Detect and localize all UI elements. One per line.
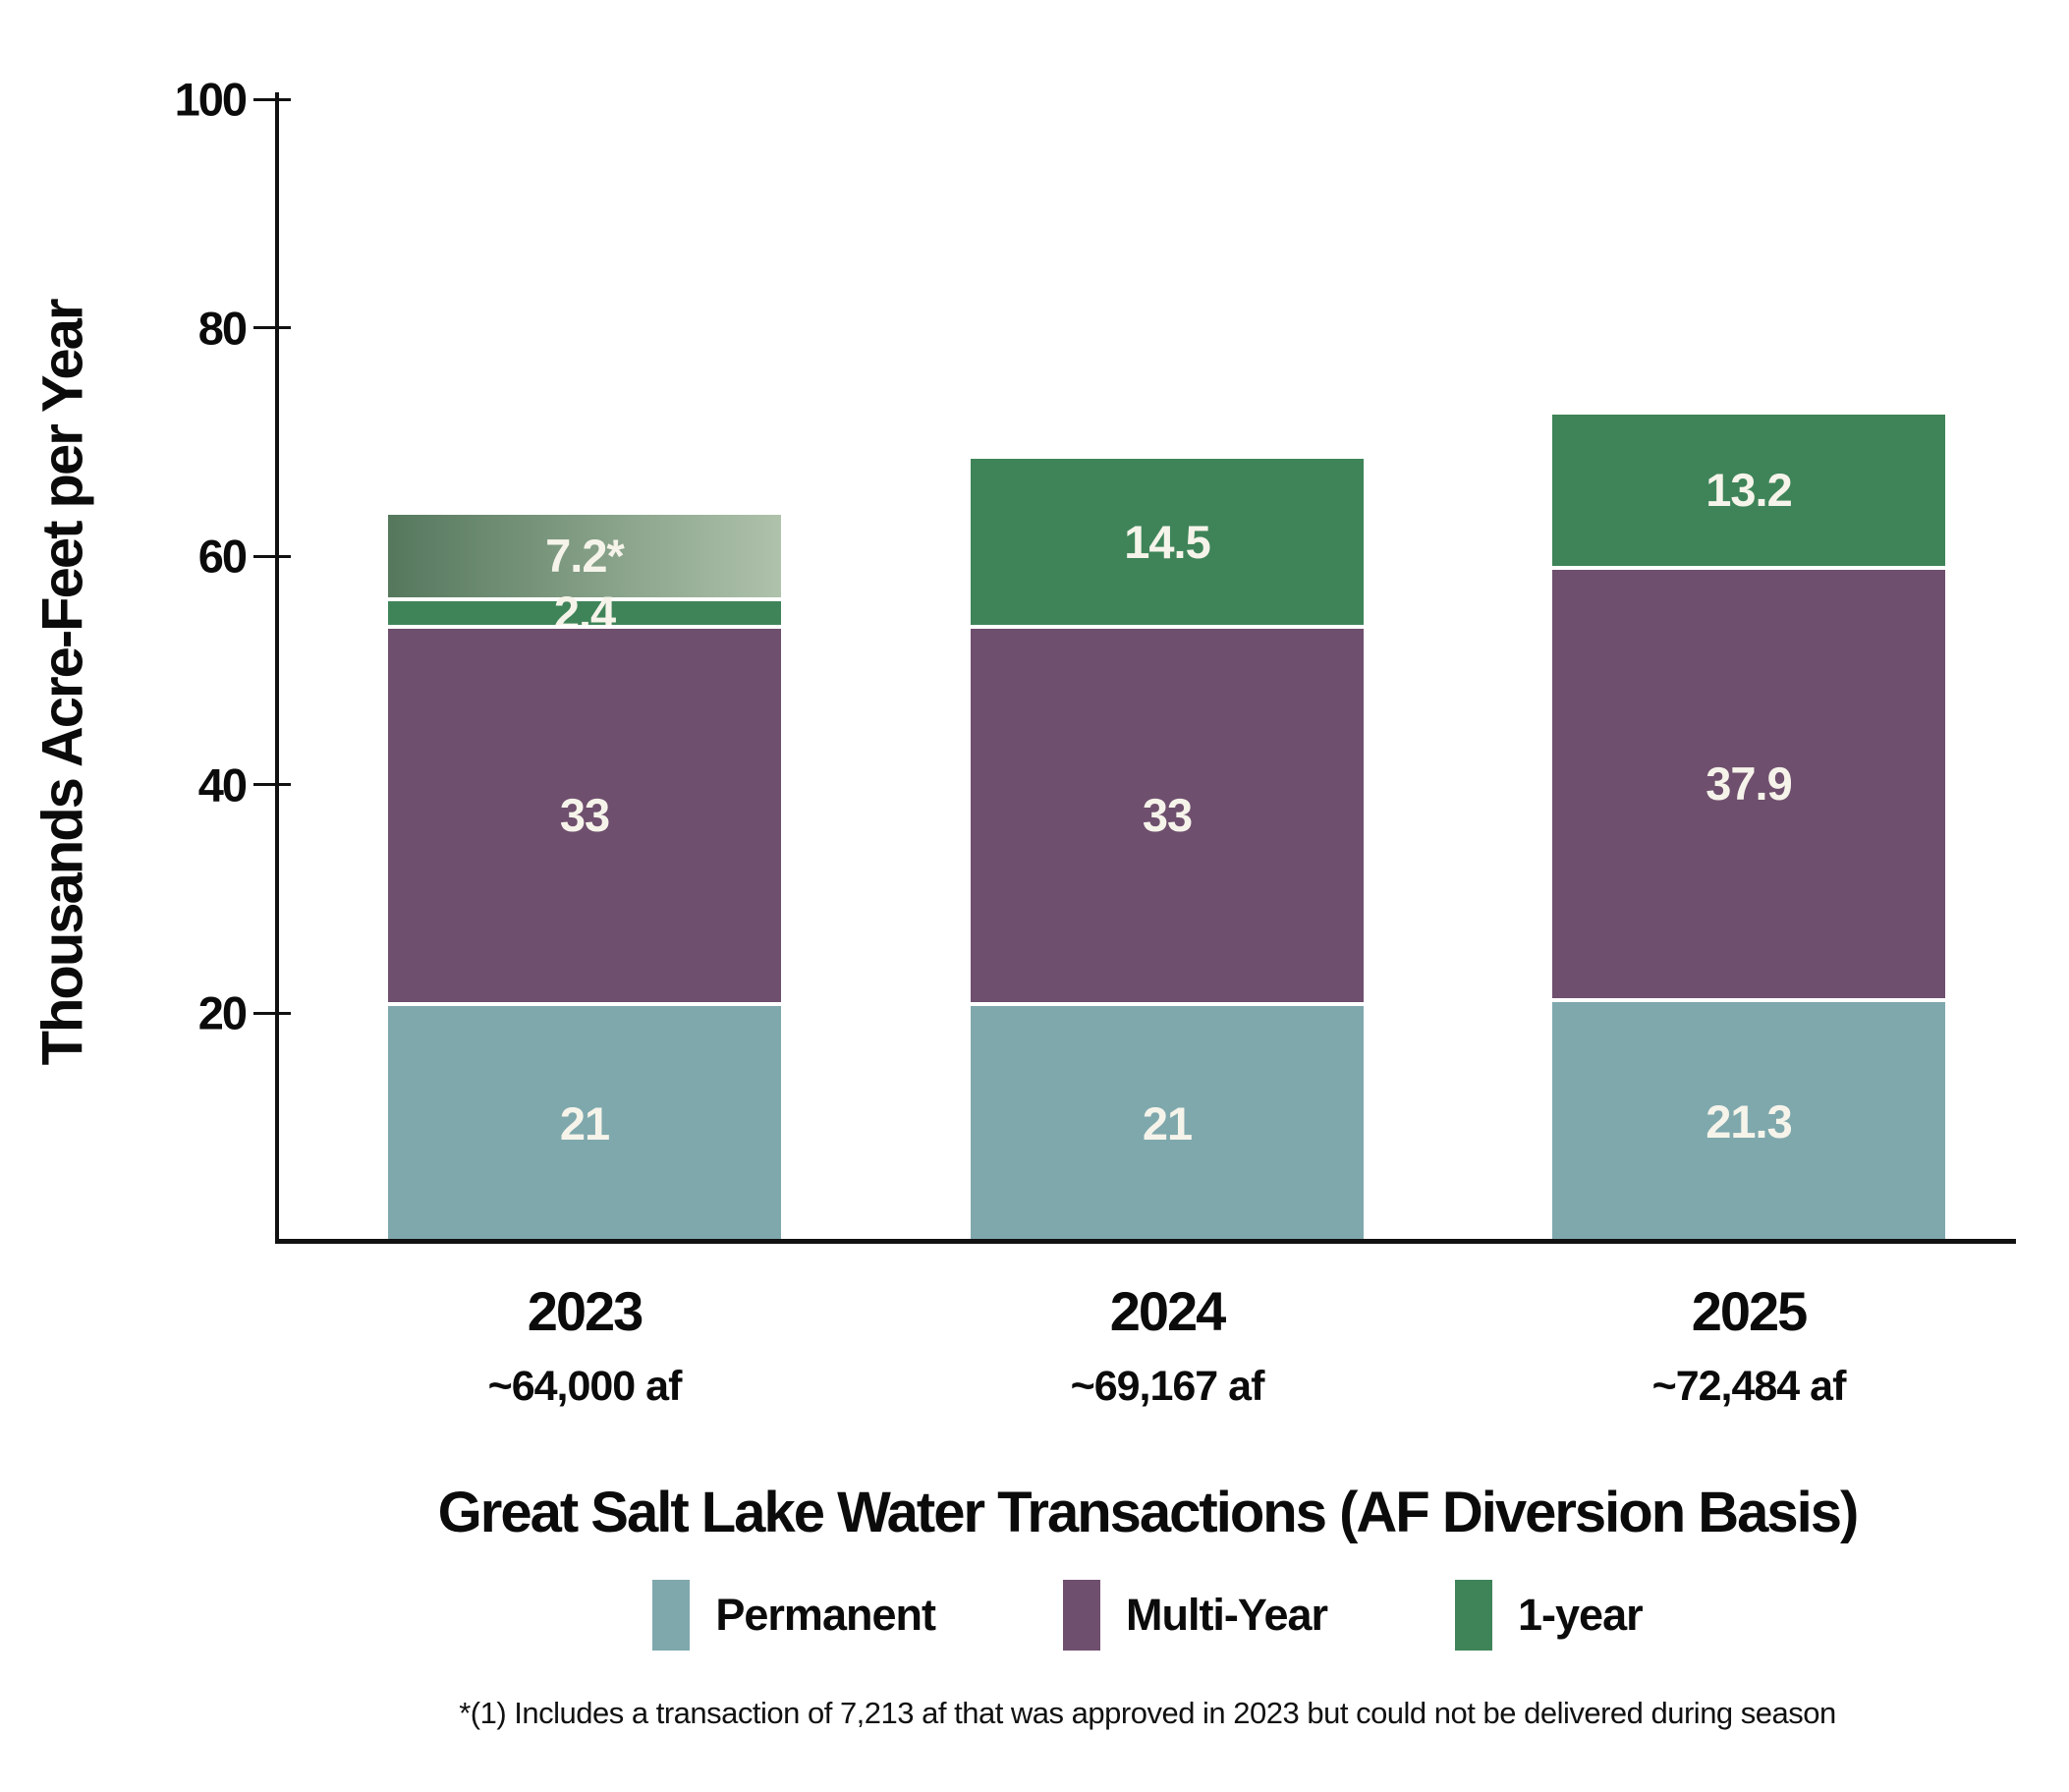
x-label-total: ~69,167 af [1070, 1363, 1265, 1410]
footnote: *(1) Includes a transaction of 7,213 af … [459, 1696, 1836, 1730]
bar-2025-segment-Multi-Year: 37.9 [1552, 565, 1945, 999]
y-tick-label: 40 [197, 758, 248, 812]
legend-swatch-permanent [652, 1580, 691, 1651]
bar-2025-segment-Permanent: 21.3 [1552, 998, 1945, 1242]
x-label-year: 2023 [527, 1280, 644, 1342]
bar-2024-segment-Multi-Year: 33 [971, 624, 1364, 1002]
bar-2023-segment-Permanent: 21 [388, 1001, 781, 1242]
y-tick-label: 80 [197, 302, 248, 355]
x-label-2023: 2023 ~64,000 af [388, 1279, 781, 1413]
legend-swatch-1-year [1455, 1580, 1493, 1651]
y-tick [253, 1011, 291, 1015]
x-label-2025: 2025 ~72,484 af [1552, 1279, 1945, 1413]
legend-item-multi-year: Multi-Year [1062, 1580, 1328, 1651]
chart-title: Great Salt Lake Water Transactions (AF D… [437, 1481, 1860, 1544]
bar-2023-segment-1-year: 2.4 [388, 589, 781, 636]
bar-2024: 14.5 33 21 [971, 459, 1364, 1242]
bar-2023-segment-Multi-Year: 33 [388, 624, 781, 1002]
y-tick [253, 97, 291, 101]
bar-2023: 7.2* 2.4 33 21 [388, 515, 781, 1242]
legend-label: Permanent [715, 1590, 936, 1640]
y-tick [253, 326, 291, 330]
y-tick-label: 20 [197, 986, 248, 1039]
y-axis-line [275, 92, 279, 1244]
x-label-2024: 2024 ~69,167 af [971, 1279, 1364, 1413]
bar-2025-segment-1-year: 13.2 [1552, 414, 1945, 566]
y-tick [253, 554, 291, 558]
legend-label: 1-year [1518, 1590, 1644, 1640]
legend-item-1-year: 1-year [1455, 1580, 1644, 1651]
y-axis-title: Thousands Acre-Feet per Year [30, 300, 95, 1066]
legend-swatch-multi-year [1062, 1580, 1100, 1651]
x-axis-line [275, 1239, 2016, 1244]
y-tick [253, 783, 291, 787]
bar-2025: 13.2 37.9 21.3 [1552, 414, 1945, 1242]
x-label-year: 2025 [1691, 1280, 1809, 1342]
y-tick-label: 100 [174, 73, 248, 126]
bar-2024-segment-1-year: 14.5 [971, 459, 1364, 625]
x-label-year: 2024 [1109, 1280, 1227, 1342]
y-tick-label: 60 [197, 530, 248, 583]
legend: Permanent Multi-Year 1-year [277, 1580, 2018, 1651]
bar-2023-segment-1-year-footnote: 7.2* [388, 515, 781, 598]
legend-label: Multi-Year [1125, 1590, 1328, 1640]
x-label-total: ~64,000 af [487, 1363, 683, 1410]
legend-item-permanent: Permanent [652, 1580, 936, 1651]
x-label-total: ~72,484 af [1651, 1363, 1847, 1410]
bar-2024-segment-Permanent: 21 [971, 1001, 1364, 1242]
